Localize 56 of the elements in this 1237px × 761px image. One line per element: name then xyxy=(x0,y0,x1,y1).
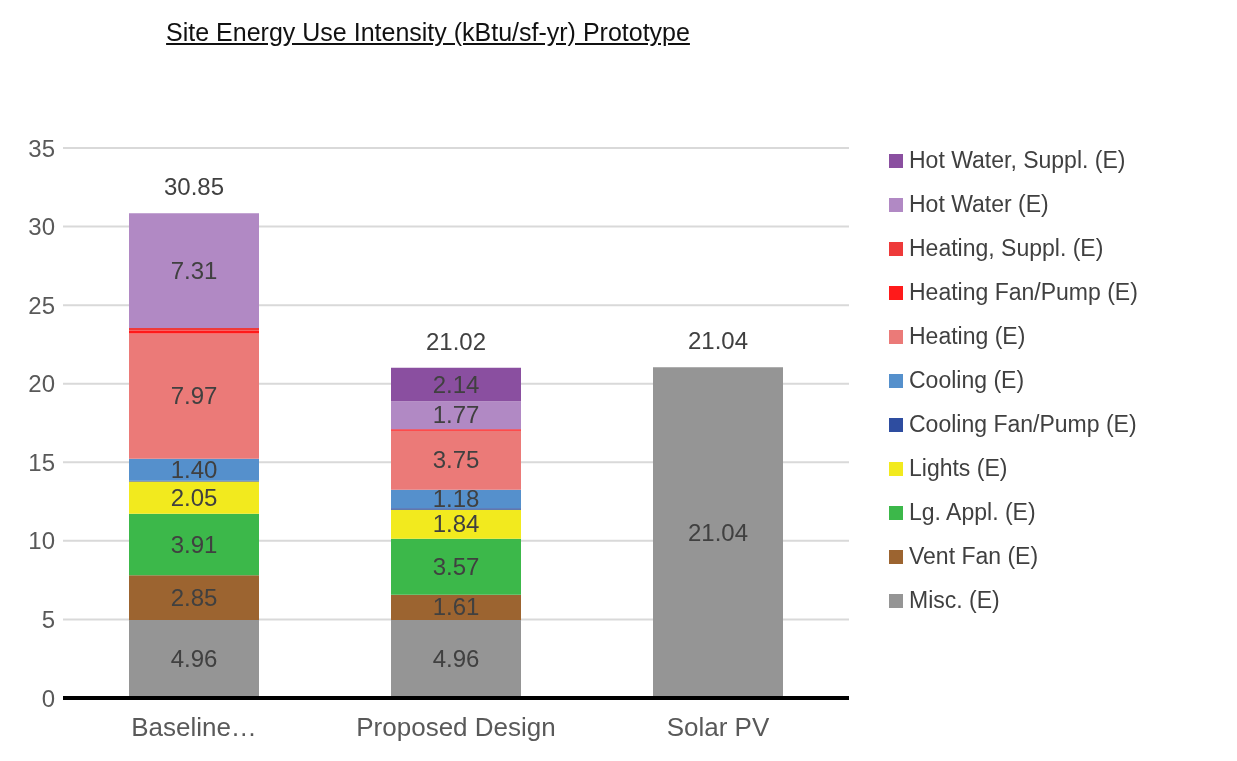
legend-label: Heating Fan/Pump (E) xyxy=(909,279,1138,306)
bar xyxy=(129,513,259,576)
legend-label: Vent Fan (E) xyxy=(909,543,1039,570)
data-label: 7.31 xyxy=(170,256,218,284)
bar xyxy=(391,367,521,402)
chart-title: Site Energy Use Intensity (kBtu/sf-yr) Prototype xyxy=(165,18,691,47)
data-label: 21.04 xyxy=(687,518,749,546)
legend-label: Misc. (E) xyxy=(909,587,1000,614)
data-label: 1.40 xyxy=(170,455,218,483)
total-label: 21.04 xyxy=(687,327,749,355)
data-label: 4.96 xyxy=(432,645,480,673)
data-label: 1.61 xyxy=(432,593,480,621)
bar xyxy=(391,594,521,621)
legend-label: Heating, Suppl. (E) xyxy=(909,235,1104,262)
y-tick-label: 35 xyxy=(28,134,55,162)
data-label: 1.18 xyxy=(432,484,480,512)
data-label: 2.85 xyxy=(170,583,218,611)
y-tick-label: 15 xyxy=(28,448,55,476)
bar xyxy=(653,367,783,698)
legend-label: Cooling (E) xyxy=(909,367,1025,394)
y-tick-label: 30 xyxy=(28,213,55,241)
y-tick-label: 20 xyxy=(28,370,55,398)
data-label: 3.57 xyxy=(432,552,480,580)
legend-label: Hot Water (E) xyxy=(909,191,1049,218)
bar xyxy=(129,481,259,514)
bar xyxy=(129,575,259,621)
bar xyxy=(391,620,521,698)
legend-label: Lg. Appl. (E) xyxy=(909,499,1036,526)
total-label: 21.02 xyxy=(425,327,487,355)
bar xyxy=(391,538,521,595)
legend-label: Cooling Fan/Pump (E) xyxy=(909,411,1137,438)
bar xyxy=(391,401,521,430)
data-label: 4.96 xyxy=(170,645,218,673)
bar xyxy=(129,213,259,329)
legend-label: Hot Water, Suppl. (E) xyxy=(909,147,1126,174)
data-label: 3.75 xyxy=(432,446,480,474)
x-tick-label: Baseline… xyxy=(131,712,257,743)
y-tick-label: 25 xyxy=(28,291,55,319)
legend-label: Lights (E) xyxy=(909,455,1008,482)
data-label: 7.97 xyxy=(170,382,218,410)
bar xyxy=(129,620,259,698)
x-tick-label: Proposed Design xyxy=(356,712,556,743)
y-tick-label: 0 xyxy=(41,684,55,712)
y-tick-label: 10 xyxy=(28,527,55,555)
data-label: 1.84 xyxy=(432,510,480,538)
data-label: 1.77 xyxy=(432,401,480,429)
bar xyxy=(391,509,521,539)
data-label: 3.91 xyxy=(170,530,218,558)
bar xyxy=(129,333,259,459)
data-label: 2.14 xyxy=(432,370,480,398)
total-label: 30.85 xyxy=(163,173,225,201)
x-tick-label: Solar PV xyxy=(666,712,770,743)
legend-label: Heating (E) xyxy=(909,323,1026,350)
data-label: 2.05 xyxy=(170,483,218,511)
y-tick-label: 5 xyxy=(41,605,55,633)
bar xyxy=(391,430,521,490)
